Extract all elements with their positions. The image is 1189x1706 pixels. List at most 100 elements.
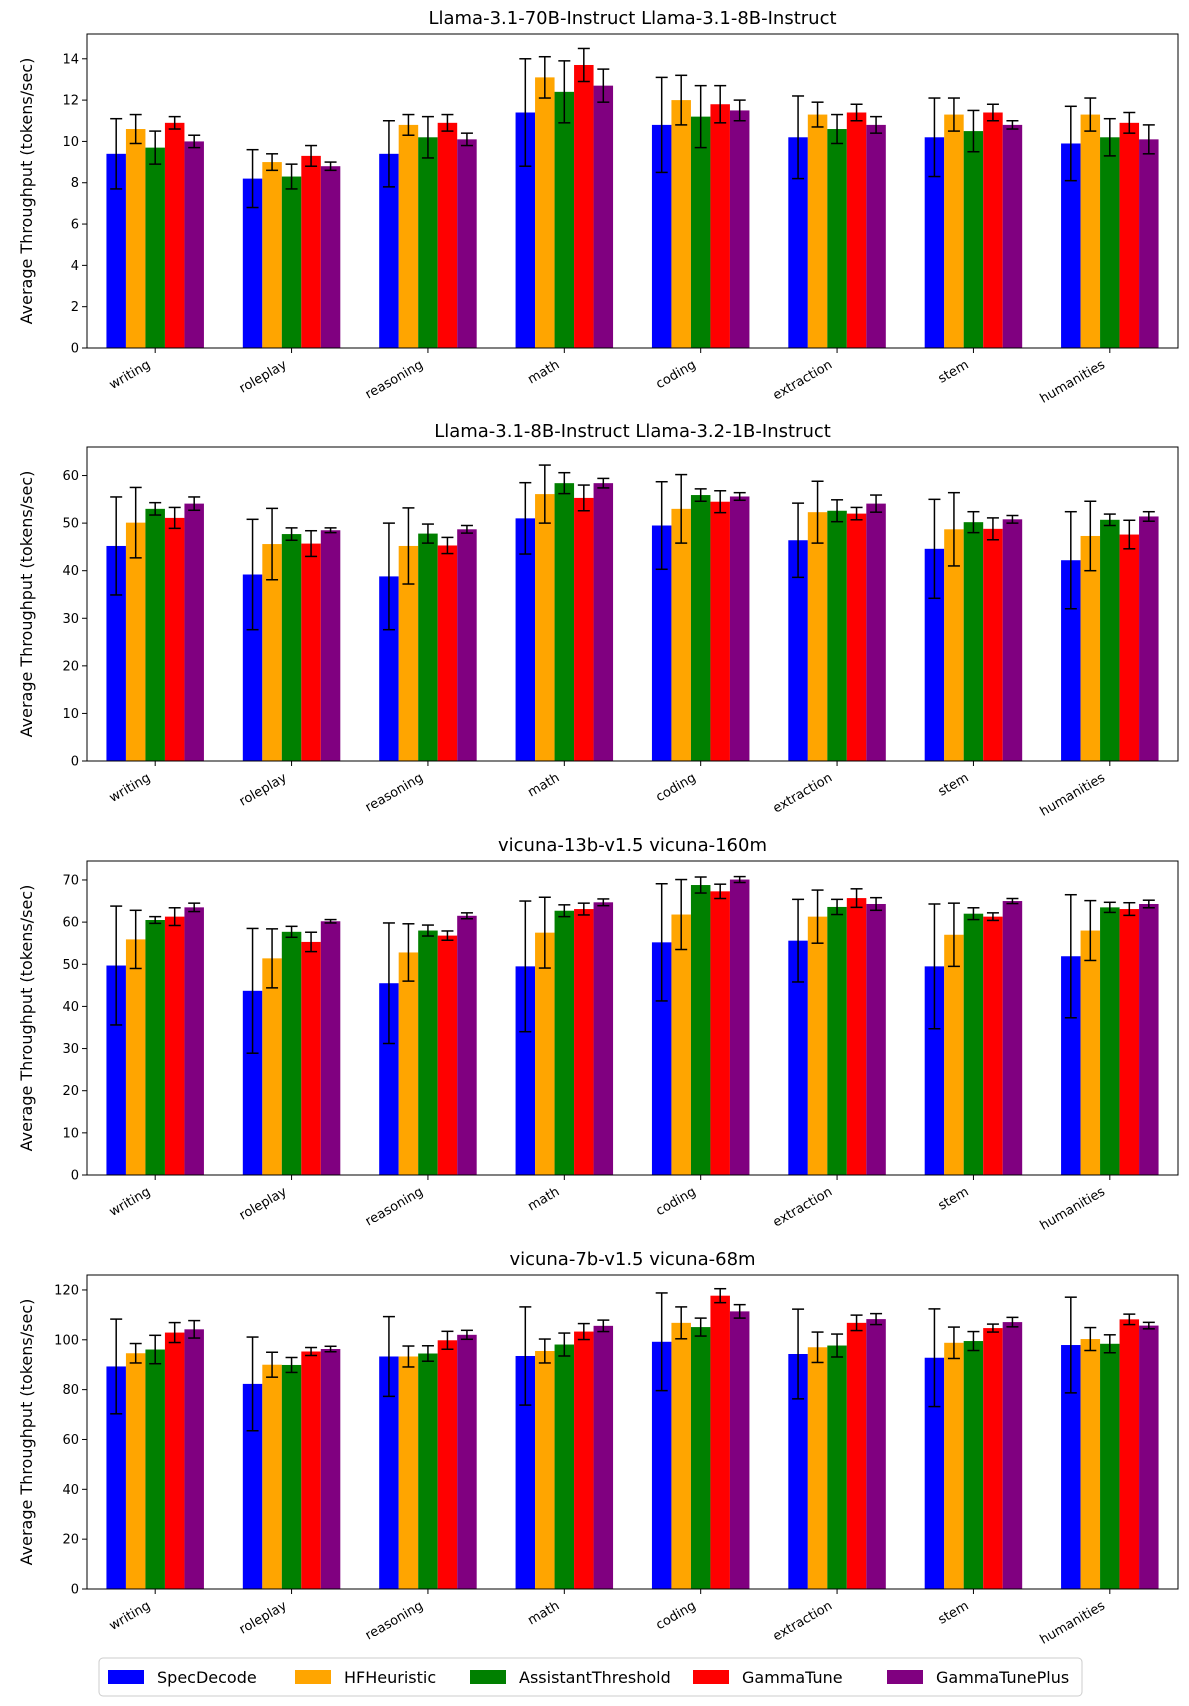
bar-SpecDecode-extraction	[788, 940, 808, 1175]
chart-panel-3: vicuna-13b-v1.5 vicuna-160m Average Throu…	[17, 835, 1179, 1234]
bar-HFHeuristic-math	[535, 1351, 555, 1589]
bar-GammaTunePlus-writing	[184, 141, 204, 348]
bar-GammaTune-stem	[983, 528, 1003, 761]
x-tick-label: math	[525, 1598, 562, 1628]
bar-GammaTune-reasoning	[437, 545, 458, 761]
bar-GammaTune-coding	[710, 104, 730, 348]
bar-GammaTune-roleplay	[301, 1351, 321, 1589]
bar-SpecDecode-writing	[106, 153, 126, 348]
chart-title: vicuna-13b-v1.5 vicuna-160m	[498, 835, 767, 856]
bar-GammaTune-writing	[164, 517, 185, 761]
bar-HFHeuristic-stem	[944, 1342, 964, 1589]
x-tick-label: roleplay	[237, 1598, 290, 1637]
bar-SpecDecode-coding	[651, 124, 672, 348]
bar-SpecDecode-roleplay	[242, 1383, 263, 1589]
bar-SpecDecode-math	[515, 112, 536, 348]
plot-frame	[86, 446, 1179, 762]
bar-GammaTune-reasoning	[437, 935, 458, 1175]
chart-title: Llama-3.1-8B-Instruct Llama-3.2-1B-Instr…	[434, 421, 831, 442]
y-tick-label: 40	[62, 1483, 79, 1498]
bar-AssistantThreshold-humanities	[1100, 519, 1120, 761]
bar-GammaTunePlus-humanities	[1139, 139, 1159, 348]
legend: SpecDecode HFHeuristic AssistantThreshold G…	[98, 1657, 1083, 1697]
bar-SpecDecode-stem	[924, 548, 945, 761]
bar-GammaTunePlus-coding	[729, 110, 750, 349]
chart-panel-2: Llama-3.1-8B-Instruct Llama-3.2-1B-Instr…	[17, 421, 1179, 820]
x-tick-label: stem	[936, 1598, 972, 1627]
bar-HFHeuristic-reasoning	[398, 952, 419, 1175]
bar-AssistantThreshold-extraction	[827, 510, 847, 761]
bar-GammaTune-extraction	[846, 898, 867, 1175]
y-tick-label: 8	[71, 176, 79, 191]
bar-SpecDecode-humanities	[1061, 956, 1081, 1175]
bar-GammaTunePlus-extraction	[866, 1319, 886, 1589]
bar-GammaTunePlus-roleplay	[320, 166, 341, 348]
x-tick-label: extraction	[770, 1598, 835, 1644]
bar-AssistantThreshold-writing	[145, 1349, 165, 1589]
bar-GammaTune-humanities	[1119, 1319, 1140, 1589]
bar-SpecDecode-math	[515, 966, 536, 1175]
bar-AssistantThreshold-coding	[690, 885, 711, 1175]
bar-AssistantThreshold-roleplay	[281, 1364, 302, 1589]
bar-GammaTune-writing	[164, 916, 185, 1175]
y-tick-label: 80	[62, 1383, 79, 1398]
x-tick-label: writing	[107, 357, 153, 392]
bar-AssistantThreshold-extraction	[827, 1345, 847, 1589]
y-tick-label: 0	[71, 342, 79, 357]
y-tick-label: 2	[71, 300, 79, 315]
bar-HFHeuristic-math	[535, 494, 555, 761]
bar-AssistantThreshold-humanities	[1100, 137, 1120, 348]
x-tick-label: reasoning	[363, 1184, 426, 1229]
bar-HFHeuristic-reasoning	[398, 1356, 419, 1589]
legend-label: SpecDecode	[157, 1668, 257, 1687]
legend-swatch-GammaTune	[693, 1670, 729, 1684]
bar-GammaTune-writing	[164, 1332, 185, 1589]
bar-GammaTune-humanities	[1119, 909, 1140, 1175]
x-tick-label: stem	[936, 770, 972, 799]
x-tick-label: math	[525, 770, 562, 800]
y-tick-label: 10	[62, 707, 79, 722]
y-tick-label: 30	[62, 612, 79, 627]
x-tick-label: extraction	[770, 1184, 835, 1230]
y-tick-label: 40	[62, 564, 79, 579]
y-tick-label: 60	[62, 469, 79, 484]
bar-GammaTunePlus-reasoning	[457, 139, 477, 348]
y-tick-label: 100	[54, 1333, 79, 1348]
bar-HFHeuristic-stem	[944, 934, 964, 1175]
bar-GammaTune-coding	[710, 1295, 730, 1589]
x-tick-label: extraction	[770, 770, 835, 816]
y-axis-label: Average Throughput (tokens/sec)	[17, 471, 36, 738]
plot-frame	[86, 860, 1179, 1176]
y-tick-label: 10	[62, 1126, 79, 1141]
x-tick-label: humanities	[1038, 1598, 1108, 1647]
y-tick-label: 20	[62, 1533, 79, 1548]
y-tick-label: 50	[62, 517, 79, 532]
bar-AssistantThreshold-stem	[963, 1341, 984, 1589]
bar-GammaTune-roleplay	[301, 543, 321, 761]
x-tick-label: coding	[654, 770, 699, 805]
bar-HFHeuristic-reasoning	[398, 545, 419, 761]
bar-GammaTunePlus-math	[593, 902, 614, 1175]
plot-frame	[86, 33, 1179, 349]
bar-SpecDecode-writing	[106, 1366, 126, 1589]
bar-AssistantThreshold-extraction	[827, 906, 847, 1175]
x-tick-label: roleplay	[237, 770, 290, 809]
bar-SpecDecode-humanities	[1061, 143, 1081, 348]
bar-SpecDecode-reasoning	[379, 983, 399, 1175]
y-axis-label: Average Throughput (tokens/sec)	[17, 885, 36, 1152]
x-tick-label: reasoning	[363, 1598, 426, 1643]
x-tick-label: reasoning	[363, 357, 426, 402]
bar-HFHeuristic-writing	[125, 939, 146, 1175]
bar-AssistantThreshold-reasoning	[418, 1353, 438, 1589]
x-tick-label: roleplay	[237, 357, 290, 396]
bar-GammaTunePlus-humanities	[1139, 1325, 1159, 1589]
bar-GammaTunePlus-reasoning	[457, 915, 477, 1175]
bar-GammaTunePlus-stem	[1002, 124, 1023, 348]
bar-AssistantThreshold-writing	[145, 508, 165, 761]
bar-SpecDecode-humanities	[1061, 560, 1081, 761]
bar-GammaTunePlus-humanities	[1139, 903, 1159, 1175]
bar-GammaTunePlus-roleplay	[320, 530, 341, 761]
chart-title: Llama-3.1-70B-Instruct Llama-3.1-8B-Inst…	[428, 8, 836, 29]
bar-HFHeuristic-coding	[671, 914, 691, 1175]
bar-AssistantThreshold-reasoning	[418, 137, 438, 348]
